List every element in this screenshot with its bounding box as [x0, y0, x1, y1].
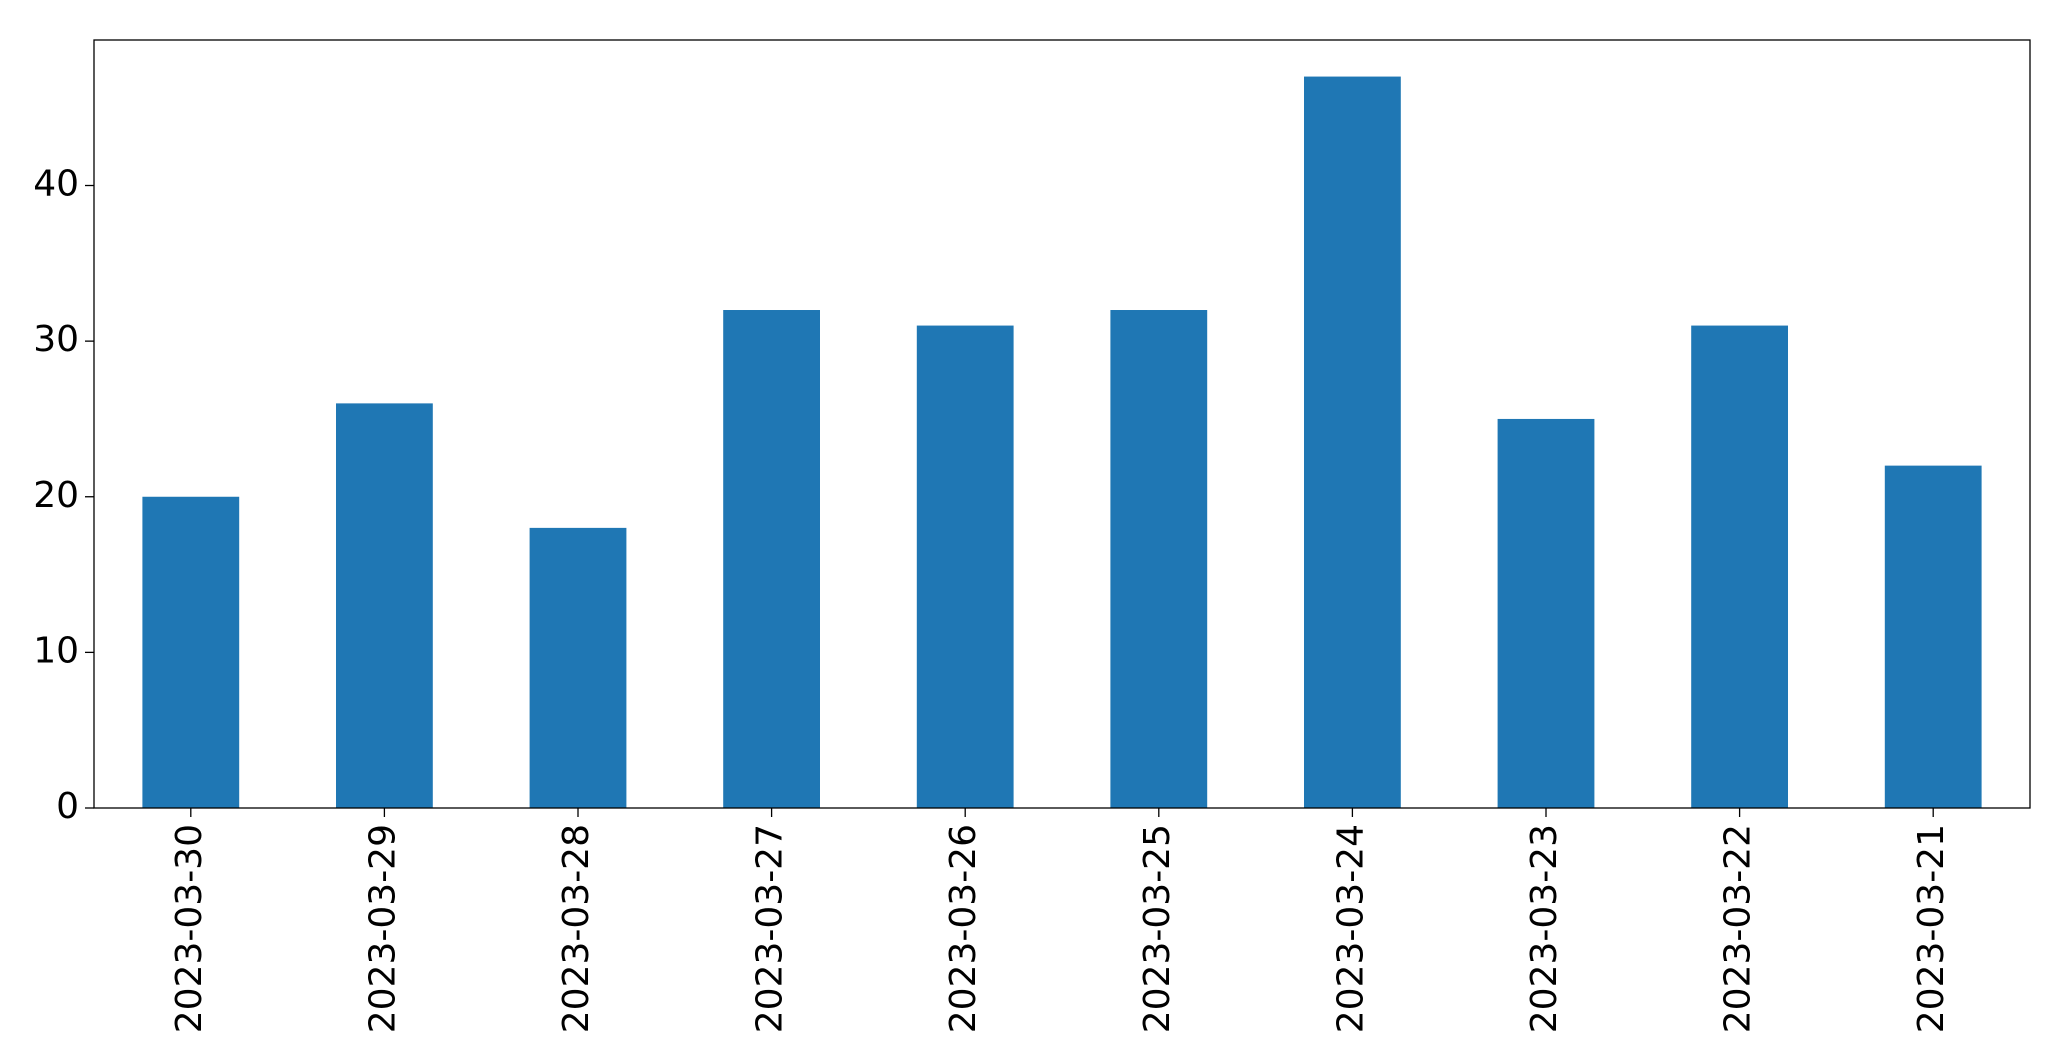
- x-tick-label: 2023-03-26: [943, 824, 984, 1033]
- y-tick-label: 0: [56, 786, 79, 827]
- x-tick-label: 2023-03-27: [750, 824, 791, 1033]
- y-tick-label: 40: [33, 164, 79, 205]
- y-tick-label: 20: [33, 475, 79, 516]
- bar: [1110, 310, 1208, 808]
- y-tick-label: 10: [33, 630, 79, 671]
- y-tick-label: 30: [33, 319, 79, 360]
- bar: [1884, 465, 1982, 808]
- x-tick-label: 2023-03-30: [169, 824, 210, 1033]
- x-tick-label: 2023-03-24: [1330, 824, 1371, 1033]
- bar: [1497, 418, 1595, 808]
- bar: [336, 403, 433, 808]
- x-tick-label: 2023-03-22: [1718, 824, 1759, 1033]
- x-tick-label: 2023-03-23: [1524, 824, 1565, 1033]
- bar: [1691, 325, 1788, 808]
- plot-frame: [93, 39, 2031, 809]
- bar: [723, 310, 820, 808]
- bar: [916, 325, 1014, 808]
- bar: [1304, 76, 1401, 809]
- x-tick-label: 2023-03-28: [556, 824, 597, 1033]
- x-tick-label: 2023-03-21: [1911, 824, 1952, 1033]
- bar: [529, 527, 627, 808]
- x-tick-label: 2023-03-25: [1137, 824, 1178, 1033]
- bar: [142, 496, 240, 808]
- x-tick-label: 2023-03-29: [362, 824, 403, 1033]
